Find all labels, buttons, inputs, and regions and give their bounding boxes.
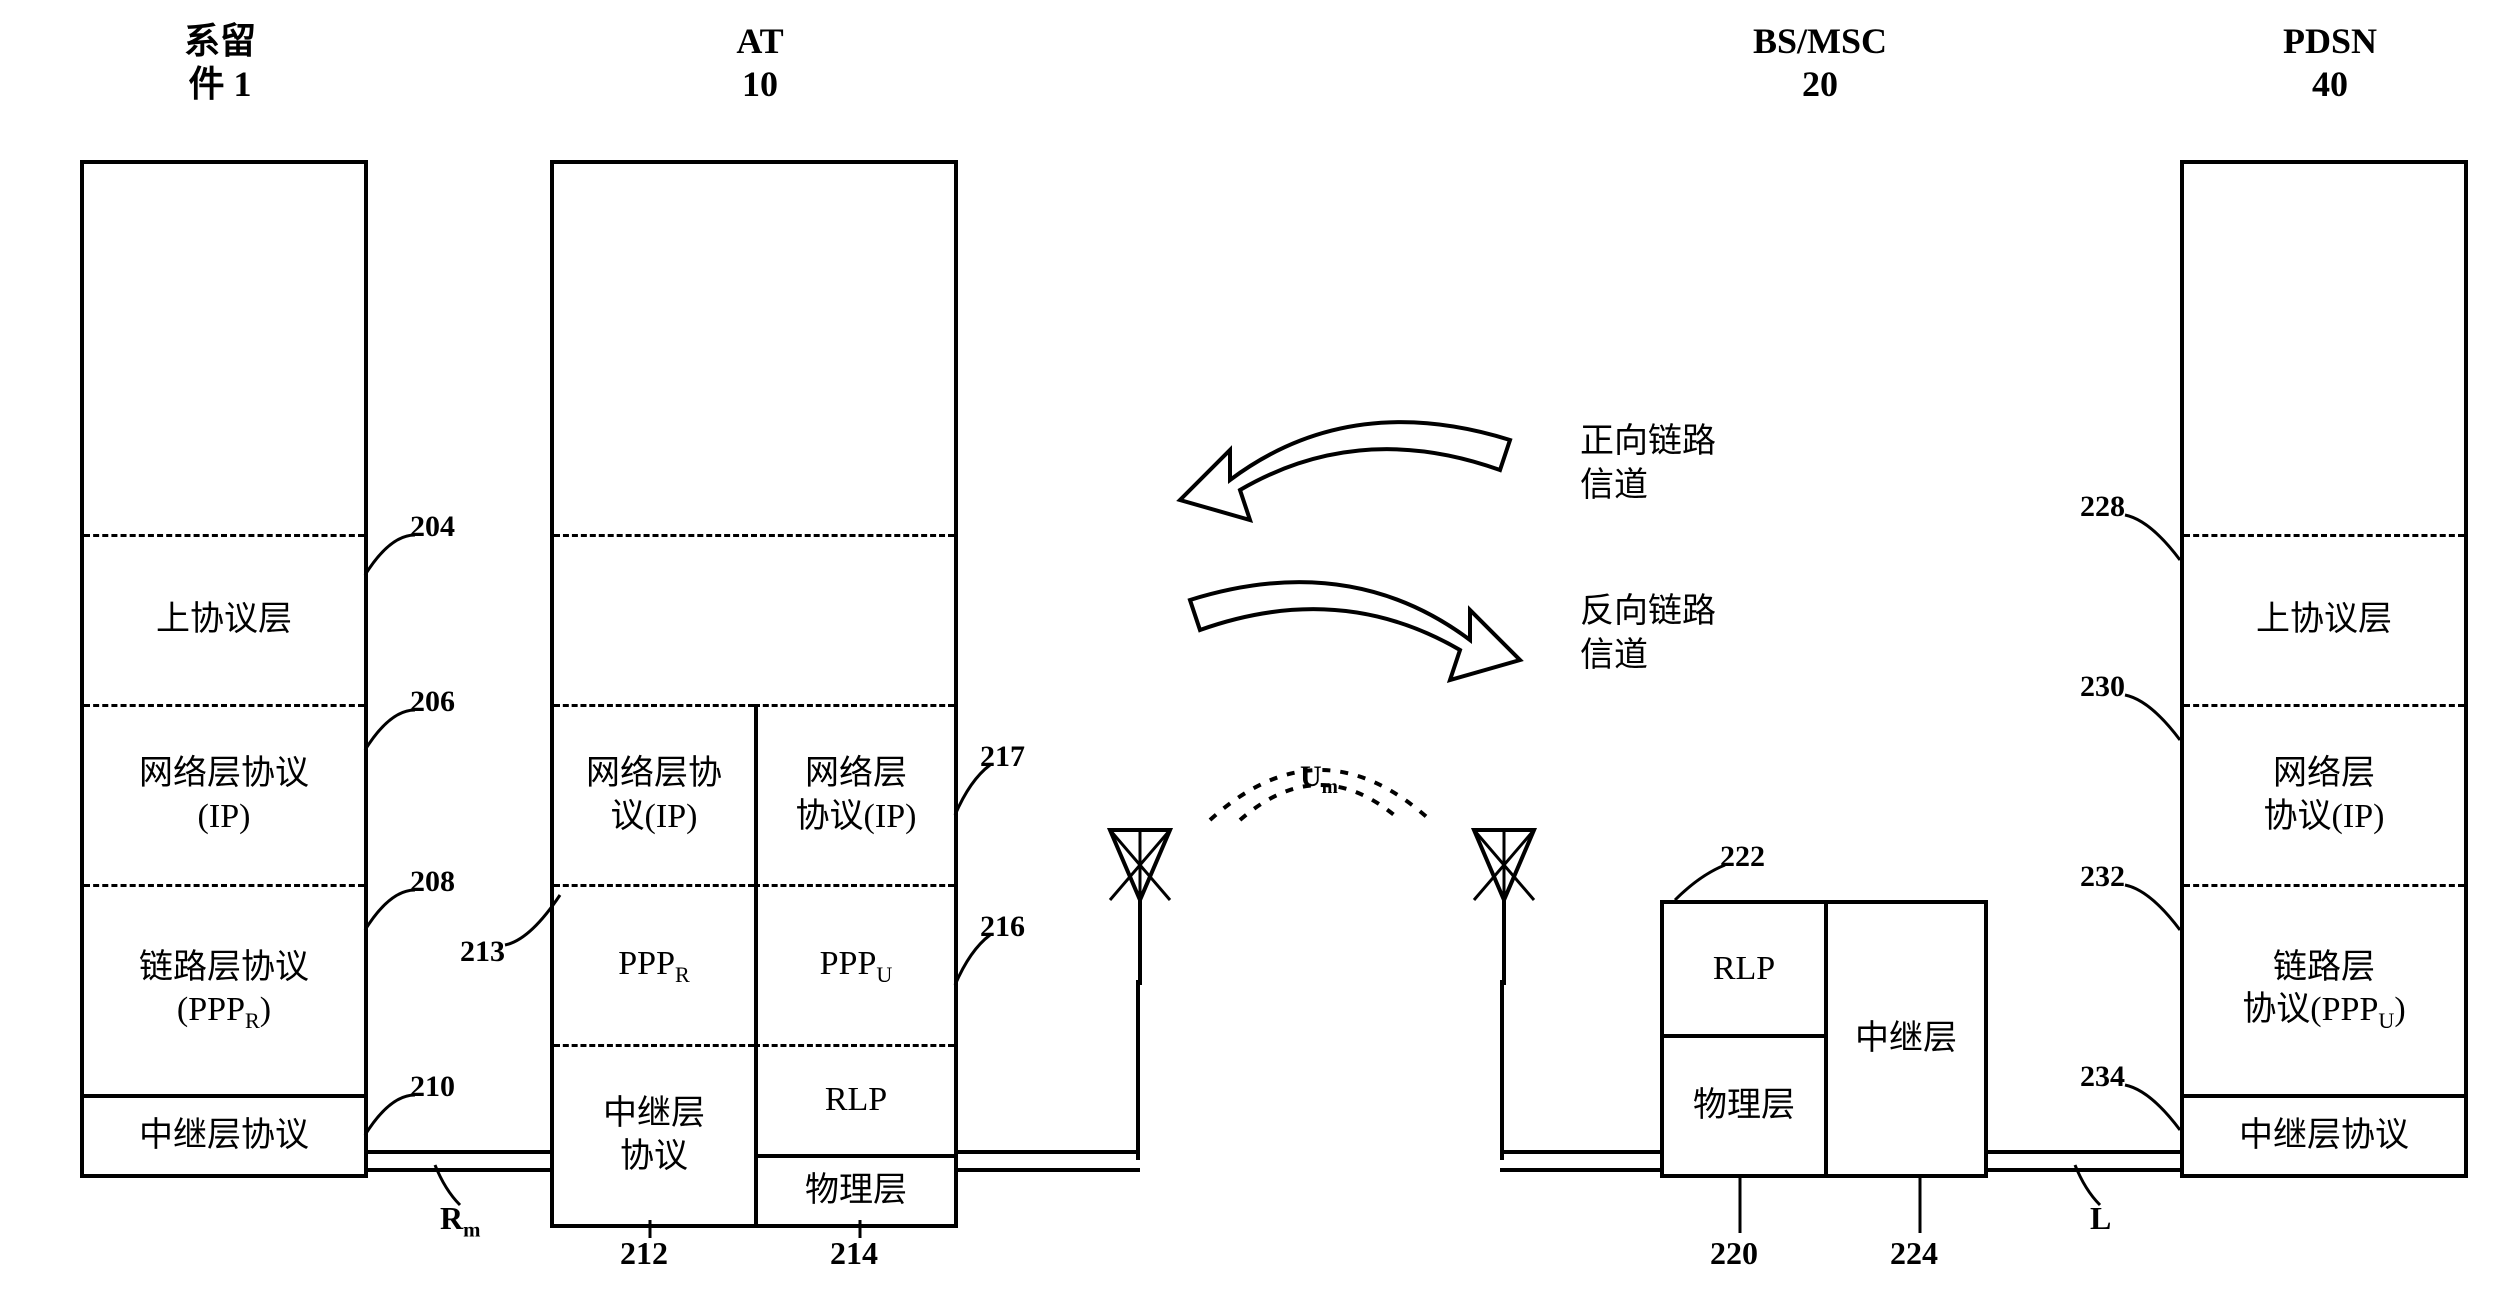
tether-link: 链路层协议 (PPPR) [84,884,364,1094]
um-label: Um [1300,760,1338,799]
ref-214: 214 [830,1235,878,1272]
pdsn-net: 网络层 协议(IP) [2184,704,2464,884]
tether-relay: 中继层协议 [84,1094,364,1174]
bsmsc-stack: RLP 物理层 中继层 [1660,900,1988,1178]
pdsn-upper: 上协议层 [2184,534,2464,704]
at-net-left-text: 网络层协 议(IP) [586,753,722,838]
bs-phy: 物理层 [1664,1034,1824,1174]
bs-relay: 中继层 [1824,904,1984,1174]
tether-upper: 上协议层 [84,534,364,704]
at-rlp-text: RLP [825,1079,887,1122]
reverse-arrow-icon [1170,570,1530,700]
lead-222 [1670,860,1730,905]
wire-at-to-ant [954,1150,1140,1172]
ref-230: 230 [2080,670,2125,704]
antenna-right-icon [1464,820,1544,990]
wire-ant-up-left [1136,980,1140,1160]
diagram-canvas: 系留 件 1 AT 10 BS/MSC 20 PDSN 40 上协议层 网络层协… [20,20,2513,1286]
at-phy: 物理层 [754,1154,954,1224]
bs-phy-text: 物理层 [1693,1085,1795,1128]
lead-220 [1730,1175,1750,1235]
ref-228: 228 [2080,490,2125,524]
lead-208 [360,885,420,935]
tether-upper-text: 上协议层 [156,599,292,642]
rm-label: Rm [440,1200,480,1242]
at-pppu: PPPU [754,884,954,1044]
header-at-line1: AT [736,21,783,61]
header-bsmsc-line2: 20 [1802,64,1838,104]
lead-204 [360,530,420,580]
at-pppr: PPPR [554,884,754,1044]
lead-234 [2120,1080,2185,1135]
at-net-left: 网络层协 议(IP) [554,704,754,884]
header-pdsn-line2: 40 [2312,64,2348,104]
l-label: L [2090,1200,2111,1237]
at-net-right-text: 网络层 协议(IP) [796,753,917,838]
lead-232 [2120,880,2185,935]
pdsn-link: 链路层 协议(PPPU) [2184,884,2464,1094]
pdsn-stack: 上协议层 网络层 协议(IP) 链路层 协议(PPPU) 中继层协议 [2180,160,2468,1178]
lead-214 [850,1220,870,1240]
header-tether: 系留 件 1 [140,20,300,106]
ref-213: 213 [460,935,505,969]
lead-224 [1910,1175,1930,1235]
bs-rlp: RLP [1664,904,1824,1034]
at-relay-text: 中继层 协议 [603,1093,705,1178]
header-bsmsc: BS/MSC 20 [1730,20,1910,106]
header-tether-line1: 系留 [184,21,256,61]
pdsn-relay: 中继层协议 [2184,1094,2464,1174]
lead-210 [360,1090,420,1140]
lead-206 [360,705,420,755]
ref-224: 224 [1890,1235,1938,1272]
lead-216 [950,930,1000,990]
at-pppr-text: PPPR [618,943,689,988]
lead-212 [640,1220,660,1240]
at-relay: 中继层 协议 [554,1044,754,1224]
lead-230 [2120,690,2185,745]
ref-234: 234 [2080,1060,2125,1094]
at-pppu-text: PPPU [820,943,893,988]
lead-213 [500,890,570,950]
tether-net-text: 网络层协议 (IP) [139,753,309,838]
lead-228 [2120,510,2185,565]
ref-212: 212 [620,1235,668,1272]
lead-217 [950,760,1000,820]
wire-ant-up-right [1500,980,1504,1160]
tether-net: 网络层协议 (IP) [84,704,364,884]
wire-bs-to-ant [1500,1150,1660,1172]
header-tether-line2: 件 1 [188,64,251,104]
pdsn-relay-text: 中继层协议 [2239,1115,2409,1158]
at-net-right: 网络层 协议(IP) [754,704,954,884]
header-bsmsc-line1: BS/MSC [1753,21,1887,61]
bs-rlp-text: RLP [1713,948,1775,991]
header-at-line2: 10 [742,64,778,104]
forward-label: 正向链路 信道 [1580,420,1716,508]
pdsn-net-text: 网络层 协议(IP) [2264,753,2385,838]
tether-relay-text: 中继层协议 [139,1115,309,1158]
tether-stack: 上协议层 网络层协议 (IP) 链路层协议 (PPPR) 中继层协议 [80,160,368,1178]
lead-l [2070,1160,2110,1205]
tether-link-text: 链路层协议 (PPPR) [139,947,309,1035]
pdsn-upper-text: 上协议层 [2256,599,2392,642]
at-stack: 网络层协 议(IP) 网络层 协议(IP) PPPR PPPU 中继层 协议 R… [550,160,958,1228]
lead-rm [430,1160,470,1205]
header-pdsn: PDSN 40 [2260,20,2400,106]
pdsn-link-text: 链路层 协议(PPPU) [2242,947,2405,1035]
forward-arrow-icon [1170,410,1530,540]
bs-relay-text: 中继层 [1855,1018,1957,1061]
header-at: AT 10 [700,20,820,106]
reverse-label: 反向链路 信道 [1580,590,1716,678]
antenna-left-icon [1100,820,1180,990]
at-rlp: RLP [754,1044,954,1154]
ref-220: 220 [1710,1235,1758,1272]
at-phy-text: 物理层 [805,1170,907,1213]
header-pdsn-line1: PDSN [2283,21,2377,61]
ref-232: 232 [2080,860,2125,894]
